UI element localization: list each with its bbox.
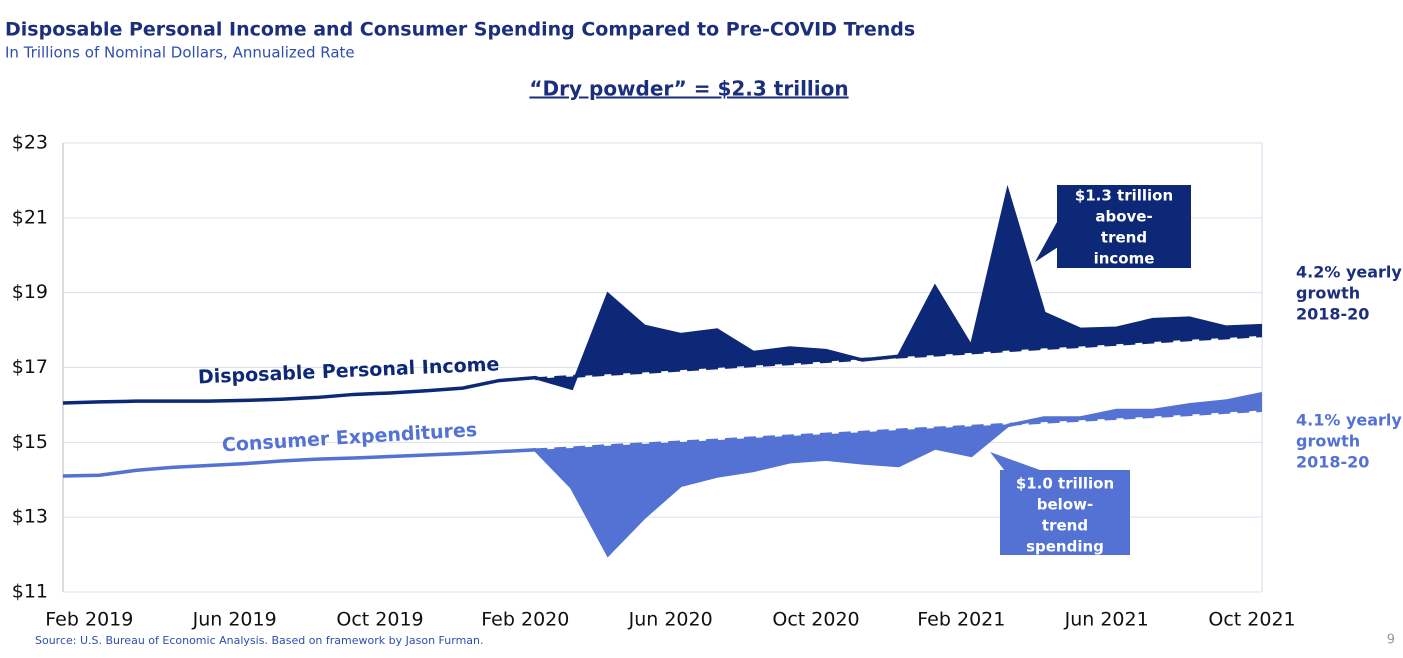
annotation: trend <box>1101 229 1147 247</box>
annotation: growth <box>1296 432 1360 451</box>
series-label: Consumer Expenditures <box>221 419 477 457</box>
x-tick-label: Jun 2021 <box>1064 609 1149 631</box>
page-number: 9 <box>1387 633 1395 648</box>
gap-area <box>535 393 1262 555</box>
x-tick-label: Oct 2019 <box>336 609 423 631</box>
annotation: income <box>1094 250 1155 268</box>
callout-box <box>1057 185 1191 268</box>
chart-title: Disposable Personal Income and Consumer … <box>5 19 915 41</box>
callout-box <box>1000 470 1130 555</box>
series-line <box>62 391 1263 558</box>
headline: “Dry powder” = $2.3 trillion <box>529 77 848 101</box>
annotation: trend <box>1042 517 1088 535</box>
x-tick-label: Oct 2021 <box>1208 609 1295 631</box>
y-tick-label: $17 <box>12 356 48 378</box>
annotation: 4.2% yearly <box>1296 263 1402 282</box>
trend-line <box>535 409 1263 452</box>
y-tick-label: $11 <box>12 581 48 603</box>
y-tick-label: $19 <box>12 281 48 303</box>
source: Source: U.S. Bureau of Economic Analysis… <box>35 634 484 647</box>
annotation: 2018-20 <box>1296 305 1369 324</box>
gap-area <box>535 191 1262 389</box>
annotation: 4.1% yearly <box>1296 411 1402 430</box>
series-line <box>62 184 1263 405</box>
x-tick-label: Jun 2020 <box>628 609 713 631</box>
series-label: Disposable Personal Income <box>197 353 499 388</box>
x-tick-label: Feb 2020 <box>481 609 569 631</box>
y-tick-label: $23 <box>12 132 48 154</box>
x-tick-label: Oct 2020 <box>772 609 859 631</box>
annotation: above- <box>1095 208 1152 226</box>
annotation: growth <box>1296 284 1360 303</box>
trend-line <box>535 334 1263 381</box>
y-tick-label: $13 <box>12 506 48 528</box>
annotation: spending <box>1026 538 1104 556</box>
annotation: $1.3 trillion <box>1075 187 1173 205</box>
annotation: 2018-20 <box>1296 453 1369 472</box>
y-tick-label: $15 <box>12 431 48 453</box>
plot <box>62 142 1263 593</box>
chart-subtitle: In Trillions of Nominal Dollars, Annuali… <box>5 44 355 62</box>
annotation: below- <box>1037 496 1093 514</box>
x-tick-label: Jun 2019 <box>192 609 277 631</box>
annotation: $1.0 trillion <box>1016 475 1114 493</box>
x-tick-label: Feb 2021 <box>917 609 1005 631</box>
y-tick-label: $21 <box>12 206 48 228</box>
x-tick-label: Feb 2019 <box>45 609 133 631</box>
